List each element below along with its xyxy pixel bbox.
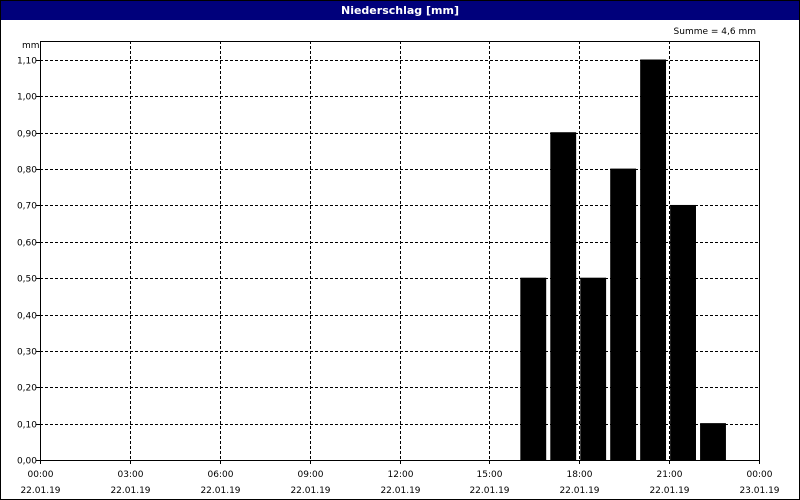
x-tick-date: 22.01.19 xyxy=(20,486,60,496)
x-tick-date: 22.01.19 xyxy=(380,486,420,496)
x-tick-time: 21:00 xyxy=(657,470,683,480)
y-axis-label: mm xyxy=(22,41,40,51)
bar xyxy=(550,132,577,461)
bar xyxy=(520,277,547,461)
y-tick-label: 0,90 xyxy=(17,130,37,140)
y-tick-label: 0,50 xyxy=(17,275,37,285)
y-tick-label: 0,40 xyxy=(17,312,37,322)
x-tick-time: 15:00 xyxy=(477,470,503,480)
y-tick-label: 0,30 xyxy=(17,348,37,358)
x-tick-date: 23.01.19 xyxy=(739,486,779,496)
bar xyxy=(700,423,726,461)
y-tick-label: 1,10 xyxy=(17,57,37,67)
sum-label: Summe = 4,6 mm xyxy=(674,27,756,37)
bar xyxy=(610,168,637,461)
y-tick-label: 0,00 xyxy=(17,457,37,467)
bar xyxy=(670,204,696,461)
y-tick-labels: 0,00 0,10 0,20 0,30 0,40 0,50 0,60 0,70 0,80 0,90… xyxy=(17,57,37,467)
x-tick-date: 22.01.19 xyxy=(469,486,509,496)
axes xyxy=(36,41,760,464)
x-tick-date: 22.01.19 xyxy=(200,486,240,496)
y-tick-label: 0,70 xyxy=(17,202,37,212)
x-tick-date: 22.01.19 xyxy=(110,486,150,496)
y-tick-label: 0,20 xyxy=(17,384,37,394)
y-tick-label: 0,80 xyxy=(17,166,37,176)
x-tick-time: 00:00 xyxy=(747,470,773,480)
x-tick-time: 06:00 xyxy=(208,470,234,480)
y-tick-label: 1,00 xyxy=(17,93,37,103)
bar xyxy=(580,277,607,461)
x-tick-time: 09:00 xyxy=(298,470,324,480)
x-tick-date: 22.01.19 xyxy=(559,486,599,496)
x-tick-date: 22.01.19 xyxy=(290,486,330,496)
y-tick-label: 0,60 xyxy=(17,239,37,249)
x-tick-time: 03:00 xyxy=(118,470,144,480)
bar xyxy=(640,59,667,461)
x-tick-time: 18:00 xyxy=(567,470,593,480)
x-tick-date: 22.01.19 xyxy=(649,486,689,496)
bars xyxy=(520,59,726,461)
y-tick-label: 0,10 xyxy=(17,421,37,431)
plot-area-border xyxy=(40,41,760,461)
x-tick-labels: 00:00 22.01.19 03:00 22.01.19 06:00 22.01.19 0… xyxy=(20,470,779,496)
x-tick-time: 00:00 xyxy=(28,470,54,480)
chart-title: Niederschlag [mm] xyxy=(1,1,799,20)
x-tick-time: 12:00 xyxy=(388,470,414,480)
